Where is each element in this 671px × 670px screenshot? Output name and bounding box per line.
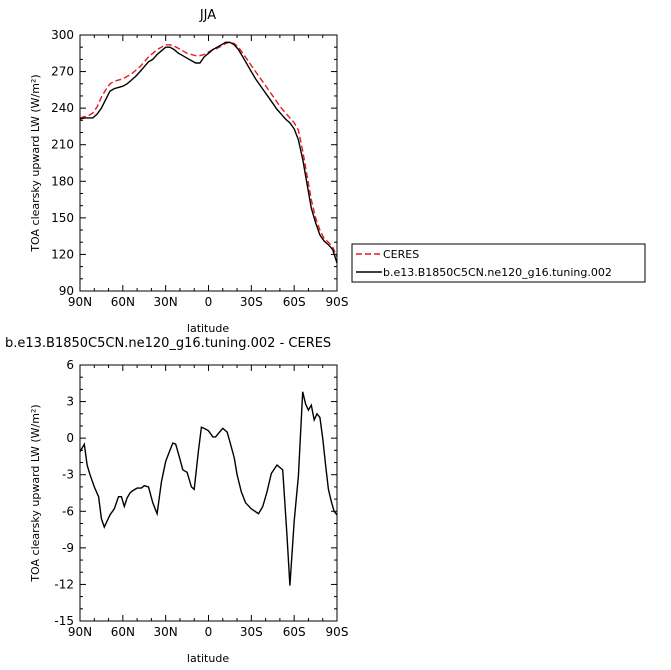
top-x-axis-label: latitude xyxy=(187,322,229,335)
bottom-ytick-label: -15 xyxy=(54,614,74,628)
top-axis-ticks: 90 120 150 180 210 240 270 300 90N 60N 30N 0 30S 60S 9… xyxy=(51,28,348,309)
bottom-xtick-label: 30S xyxy=(240,625,263,639)
top-series-line-0 xyxy=(79,41,338,258)
bottom-panel: b.e13.B1850C5CN.ne120_g16.tuning.002 - C… xyxy=(5,336,348,665)
top-series-line-1 xyxy=(79,41,338,264)
bottom-xtick-label: 0 xyxy=(205,625,213,639)
bottom-xtick-label: 90S xyxy=(326,625,349,639)
top-ytick-label: 300 xyxy=(51,28,74,42)
top-xtick-label: 0 xyxy=(205,295,213,309)
bottom-ytick-label: -3 xyxy=(62,468,74,482)
top-ytick-label: 180 xyxy=(51,174,74,188)
bottom-x-axis-label: latitude xyxy=(187,652,229,665)
bottom-y-axis-label: TOA clearsky upward LW (W/m²) xyxy=(29,404,42,582)
bottom-ytick-label: 0 xyxy=(66,431,74,445)
top-xtick-label: 60N xyxy=(111,295,135,309)
bottom-xtick-label: 30N xyxy=(154,625,178,639)
legend-label-model: b.e13.B1850C5CN.ne120_g16.tuning.002 xyxy=(383,266,612,279)
legend-box xyxy=(351,243,646,283)
top-series-group xyxy=(79,41,338,264)
bottom-axis-ticks: -15 -12 -9 -6 -3 0 3 6 90N 60N 30N 0 30S 60S 90S xyxy=(54,358,348,639)
top-y-axis-label: TOA clearsky upward LW (W/m²) xyxy=(29,74,42,252)
bottom-ytick-label: -6 xyxy=(62,504,74,518)
top-xtick-label: 90S xyxy=(326,295,349,309)
top-xtick-label: 30N xyxy=(154,295,178,309)
bottom-xtick-label: 60S xyxy=(283,625,306,639)
top-ytick-label: 210 xyxy=(51,138,74,152)
bottom-xtick-label: 60N xyxy=(111,625,135,639)
top-xtick-label: 60S xyxy=(283,295,306,309)
bottom-xtick-label: 90N xyxy=(68,625,92,639)
top-ytick-label: 270 xyxy=(51,65,74,79)
top-panel: JJA 90 120 150 180 210 240 270 300 90N 60N 30N 0 30S… xyxy=(29,8,348,335)
bottom-ytick-label: 6 xyxy=(66,358,74,372)
top-ytick-label: 120 xyxy=(51,247,74,261)
bottom-ytick-label: -9 xyxy=(62,541,74,555)
top-xtick-label: 90N xyxy=(68,295,92,309)
bottom-plot-frame xyxy=(79,364,338,622)
top-ytick-label: 240 xyxy=(51,101,74,115)
bottom-series-group xyxy=(79,391,338,586)
bottom-chart-title: b.e13.B1850C5CN.ne120_g16.tuning.002 - C… xyxy=(5,336,331,351)
bottom-ytick-label: 3 xyxy=(66,395,74,409)
legend-label-ceres: CERES xyxy=(383,248,419,261)
top-plot-frame xyxy=(79,34,338,292)
legend: CERES b.e13.B1850C5CN.ne120_g16.tuning.0… xyxy=(351,243,646,283)
top-xtick-label: 30S xyxy=(240,295,263,309)
bottom-series-line-0 xyxy=(79,391,338,586)
top-ytick-label: 90 xyxy=(59,284,74,298)
bottom-ytick-label: -12 xyxy=(54,577,74,591)
top-ytick-label: 150 xyxy=(51,211,74,225)
top-chart-title: JJA xyxy=(199,8,216,23)
